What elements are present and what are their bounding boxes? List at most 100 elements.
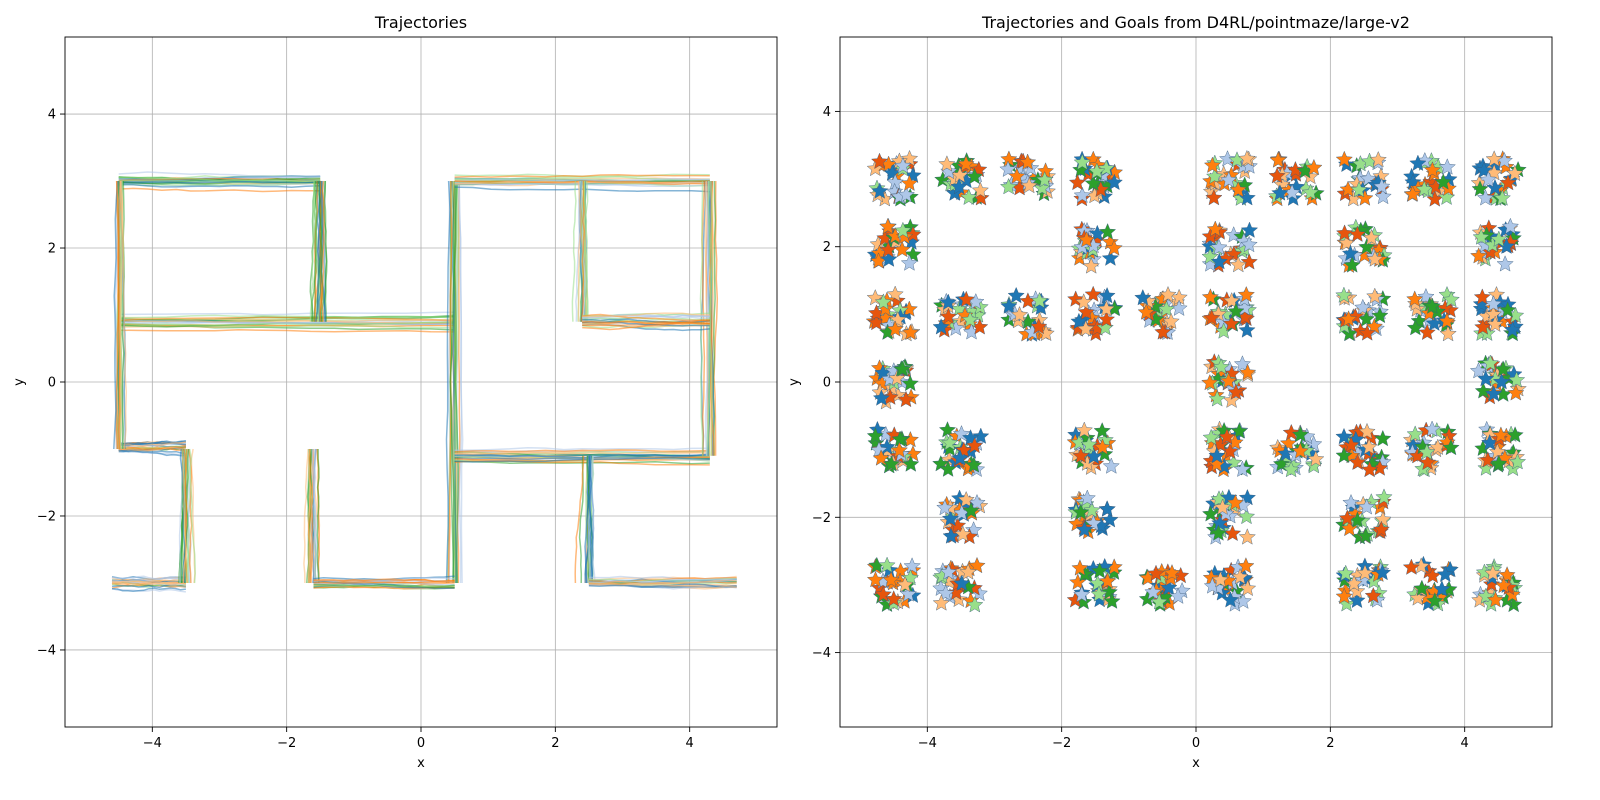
goal-star bbox=[1412, 557, 1430, 574]
goal-star bbox=[1209, 524, 1227, 541]
trajectory-line bbox=[118, 181, 321, 187]
trajectory-line bbox=[118, 187, 321, 193]
goal-star bbox=[1375, 488, 1393, 505]
goal-star bbox=[1007, 286, 1025, 304]
goal-star bbox=[1240, 235, 1258, 253]
goal-star bbox=[939, 563, 958, 580]
goal-star bbox=[1078, 489, 1096, 506]
goal-star bbox=[1442, 438, 1460, 456]
trajectory-line bbox=[590, 455, 596, 584]
trajectory-line bbox=[118, 183, 321, 188]
goal-star bbox=[1418, 453, 1437, 471]
goal-star bbox=[1240, 253, 1258, 270]
goal-star bbox=[1229, 180, 1247, 198]
goal-star bbox=[886, 285, 904, 302]
goal-star bbox=[1144, 583, 1162, 600]
trajectory-line bbox=[582, 313, 710, 322]
goal-star bbox=[900, 254, 918, 271]
goal-star bbox=[1084, 285, 1102, 302]
y-tick-label: 4 bbox=[48, 108, 56, 123]
trajectory-line bbox=[118, 449, 187, 457]
x-tick-label: 4 bbox=[1461, 736, 1469, 751]
trajectory-line bbox=[316, 449, 320, 584]
goal-star bbox=[1210, 252, 1228, 270]
goal-star bbox=[1436, 565, 1454, 583]
goal-star bbox=[1341, 244, 1359, 262]
goal-star bbox=[1282, 460, 1300, 478]
goal-star bbox=[894, 360, 912, 377]
goal-star bbox=[1479, 170, 1497, 188]
goal-star bbox=[1099, 223, 1117, 240]
goal-star bbox=[1201, 288, 1219, 305]
trajectory-line bbox=[454, 450, 710, 456]
goal-star bbox=[1291, 425, 1310, 443]
goal-star bbox=[1032, 298, 1050, 316]
goal-star bbox=[999, 160, 1017, 177]
goal-star bbox=[1147, 564, 1165, 582]
goal-star bbox=[1485, 385, 1503, 402]
goal-star bbox=[965, 167, 984, 185]
goal-star bbox=[1201, 373, 1219, 391]
trajectory-line bbox=[454, 174, 710, 178]
trajectory-line bbox=[454, 449, 710, 455]
goal-star bbox=[1159, 285, 1177, 303]
goal-star bbox=[1097, 310, 1116, 327]
goal-star bbox=[1477, 369, 1495, 387]
goal-star bbox=[1307, 450, 1325, 467]
y-tick-label: −2 bbox=[37, 509, 56, 524]
x-tick-label: −2 bbox=[277, 736, 296, 751]
goal-star bbox=[1093, 422, 1111, 439]
goal-star bbox=[1205, 188, 1223, 206]
goal-star bbox=[1366, 287, 1384, 304]
goal-star bbox=[878, 556, 896, 573]
goal-star bbox=[1212, 358, 1230, 375]
x-tick-label: 0 bbox=[417, 736, 425, 751]
goal-star bbox=[1271, 184, 1289, 201]
goal-star bbox=[874, 293, 892, 310]
trajectory-line bbox=[181, 448, 187, 584]
goal-star bbox=[1240, 221, 1259, 238]
trajectory-line bbox=[577, 180, 582, 322]
goal-star bbox=[1277, 444, 1295, 462]
goal-star bbox=[1360, 438, 1378, 455]
goal-star bbox=[1349, 453, 1367, 471]
goal-star bbox=[1163, 564, 1181, 581]
goal-star bbox=[1506, 426, 1524, 443]
goal-star bbox=[894, 221, 912, 239]
goal-star bbox=[957, 490, 975, 508]
goal-star bbox=[1208, 446, 1226, 464]
goal-star bbox=[1357, 527, 1375, 544]
goal-star bbox=[1301, 183, 1320, 201]
goal-star bbox=[1493, 189, 1511, 206]
goal-star bbox=[953, 574, 971, 591]
goal-star bbox=[1103, 592, 1121, 609]
goal-star bbox=[1093, 438, 1112, 455]
goal-star bbox=[1406, 425, 1424, 442]
trajectory-line bbox=[111, 581, 186, 586]
goal-star bbox=[1501, 217, 1519, 235]
goal-star bbox=[896, 227, 914, 245]
goal-star bbox=[1030, 317, 1048, 335]
goal-star bbox=[1091, 562, 1109, 579]
goal-star bbox=[897, 185, 915, 203]
goal-star bbox=[961, 311, 979, 328]
goal-star bbox=[972, 427, 990, 444]
goal-star bbox=[1102, 457, 1120, 474]
trajectory-line bbox=[118, 320, 455, 326]
trajectory-line bbox=[118, 177, 321, 185]
goal-star bbox=[1484, 305, 1502, 322]
goal-star bbox=[968, 556, 986, 574]
goal-star bbox=[1481, 354, 1499, 371]
x-tick-label: 4 bbox=[686, 736, 694, 751]
goal-star bbox=[1075, 293, 1093, 310]
goal-star bbox=[1162, 312, 1180, 330]
goal-star bbox=[950, 177, 968, 195]
goal-star bbox=[1438, 312, 1456, 329]
goal-star bbox=[882, 455, 900, 472]
goal-star bbox=[1073, 186, 1091, 203]
goal-star bbox=[1336, 224, 1354, 241]
goal-star bbox=[1211, 514, 1229, 531]
y-axis-label: y bbox=[12, 378, 27, 386]
trajectory-line bbox=[313, 578, 455, 583]
goal-star bbox=[1485, 150, 1503, 167]
